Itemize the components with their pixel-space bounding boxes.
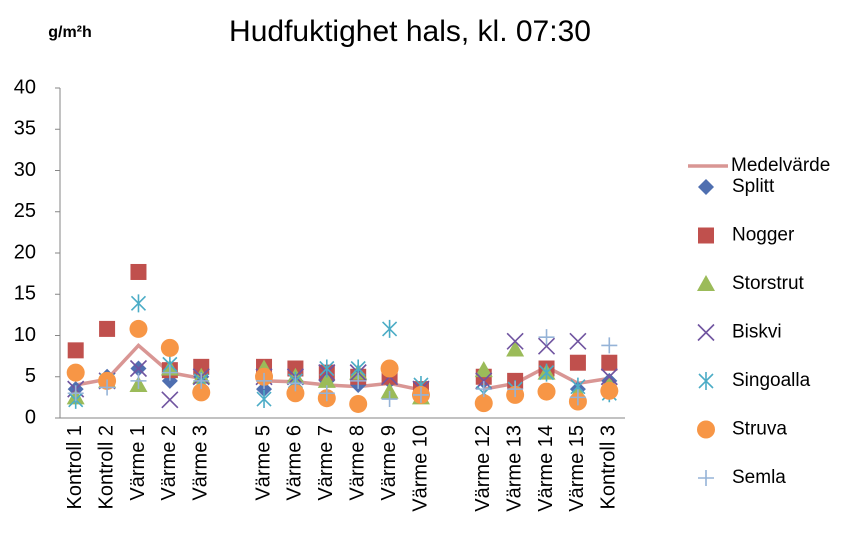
marker [130,372,147,389]
y-tick-label: 5 [25,365,36,387]
marker [697,420,715,439]
x-tick-label: Värme 2 [158,425,180,501]
marker [380,382,399,399]
marker [256,372,273,389]
marker [350,372,367,389]
x-tick-label: Värme 3 [190,425,212,501]
marker [287,375,304,392]
marker [99,379,116,396]
marker [537,382,556,401]
marker [475,381,492,398]
x-tick-label: Kontroll 2 [95,425,117,510]
marker [99,320,116,337]
x-tick-label: Värme 8 [346,425,368,501]
marker [161,364,178,381]
y-tick-label: 25 [14,200,36,222]
y-tick-label: 30 [14,159,36,181]
marker [474,394,493,413]
marker [130,263,147,280]
marker [192,383,211,402]
marker [600,368,618,386]
chart-title: Hudfuktighet hals, kl. 07:30 [229,15,591,48]
legend-label: Singoalla [732,370,811,391]
x-tick-label: Värme 14 [535,425,557,512]
x-tick-label: Värme 7 [315,425,337,501]
marker [698,372,714,390]
marker [698,470,714,486]
marker [67,342,84,359]
y-tick-label: 0 [25,406,36,428]
x-tick-label: Värme 5 [252,425,274,501]
x-tick-label: Värme 12 [472,425,494,512]
legend-label: Struva [732,419,787,440]
marker [698,179,714,195]
marker [67,385,84,402]
marker [256,381,273,398]
legend-label: Biskvi [732,322,782,343]
marker [382,319,398,338]
y-unit-label: g/m²h [48,24,92,41]
x-tick-label: Värme 15 [566,425,588,512]
marker [601,337,618,354]
legend-label: Medelvärde [731,155,830,176]
marker [66,363,85,382]
y-tick-label: 35 [14,118,36,140]
marker [193,372,210,389]
y-tick-label: 40 [14,76,36,98]
x-tick-label: Kontroll 1 [64,425,86,510]
marker [506,340,525,357]
x-tick-label: Värme 6 [284,425,306,501]
marker [161,391,179,409]
marker [538,363,555,382]
marker [317,371,336,388]
marker [349,394,368,413]
marker [697,323,715,342]
marker [129,319,148,338]
marker [601,354,618,371]
marker [474,361,493,378]
marker [129,359,148,378]
marker [569,354,586,371]
x-tick-label: Kontroll 3 [598,425,620,510]
marker [286,384,305,403]
marker [319,359,335,378]
marker [538,329,555,346]
x-tick-label: Värme 9 [378,425,400,501]
marker [569,389,586,406]
marker [600,381,619,400]
marker [256,390,272,409]
legend-label: Nogger [732,225,795,246]
x-tick-label: Värme 1 [127,425,149,501]
marker [507,381,524,398]
marker [381,391,398,408]
marker [160,338,179,357]
marker [318,385,335,402]
marker [569,332,587,350]
x-tick-label: Värme 13 [503,425,525,512]
marker [380,359,399,378]
legend-label: Splitt [732,176,775,197]
marker [506,332,524,350]
marker [412,386,429,403]
marker [698,227,714,244]
y-tick-label: 10 [14,324,36,346]
marker [130,294,147,313]
y-tick-label: 20 [14,241,36,263]
y-tick-label: 15 [14,283,36,305]
legend-label: Storstrut [732,273,805,294]
series-line [75,342,610,392]
marker [193,358,210,375]
marker [475,372,493,390]
marker [697,275,715,291]
x-tick-label: Värme 10 [409,425,431,512]
marker [537,337,556,355]
legend-label: Semla [732,467,786,488]
